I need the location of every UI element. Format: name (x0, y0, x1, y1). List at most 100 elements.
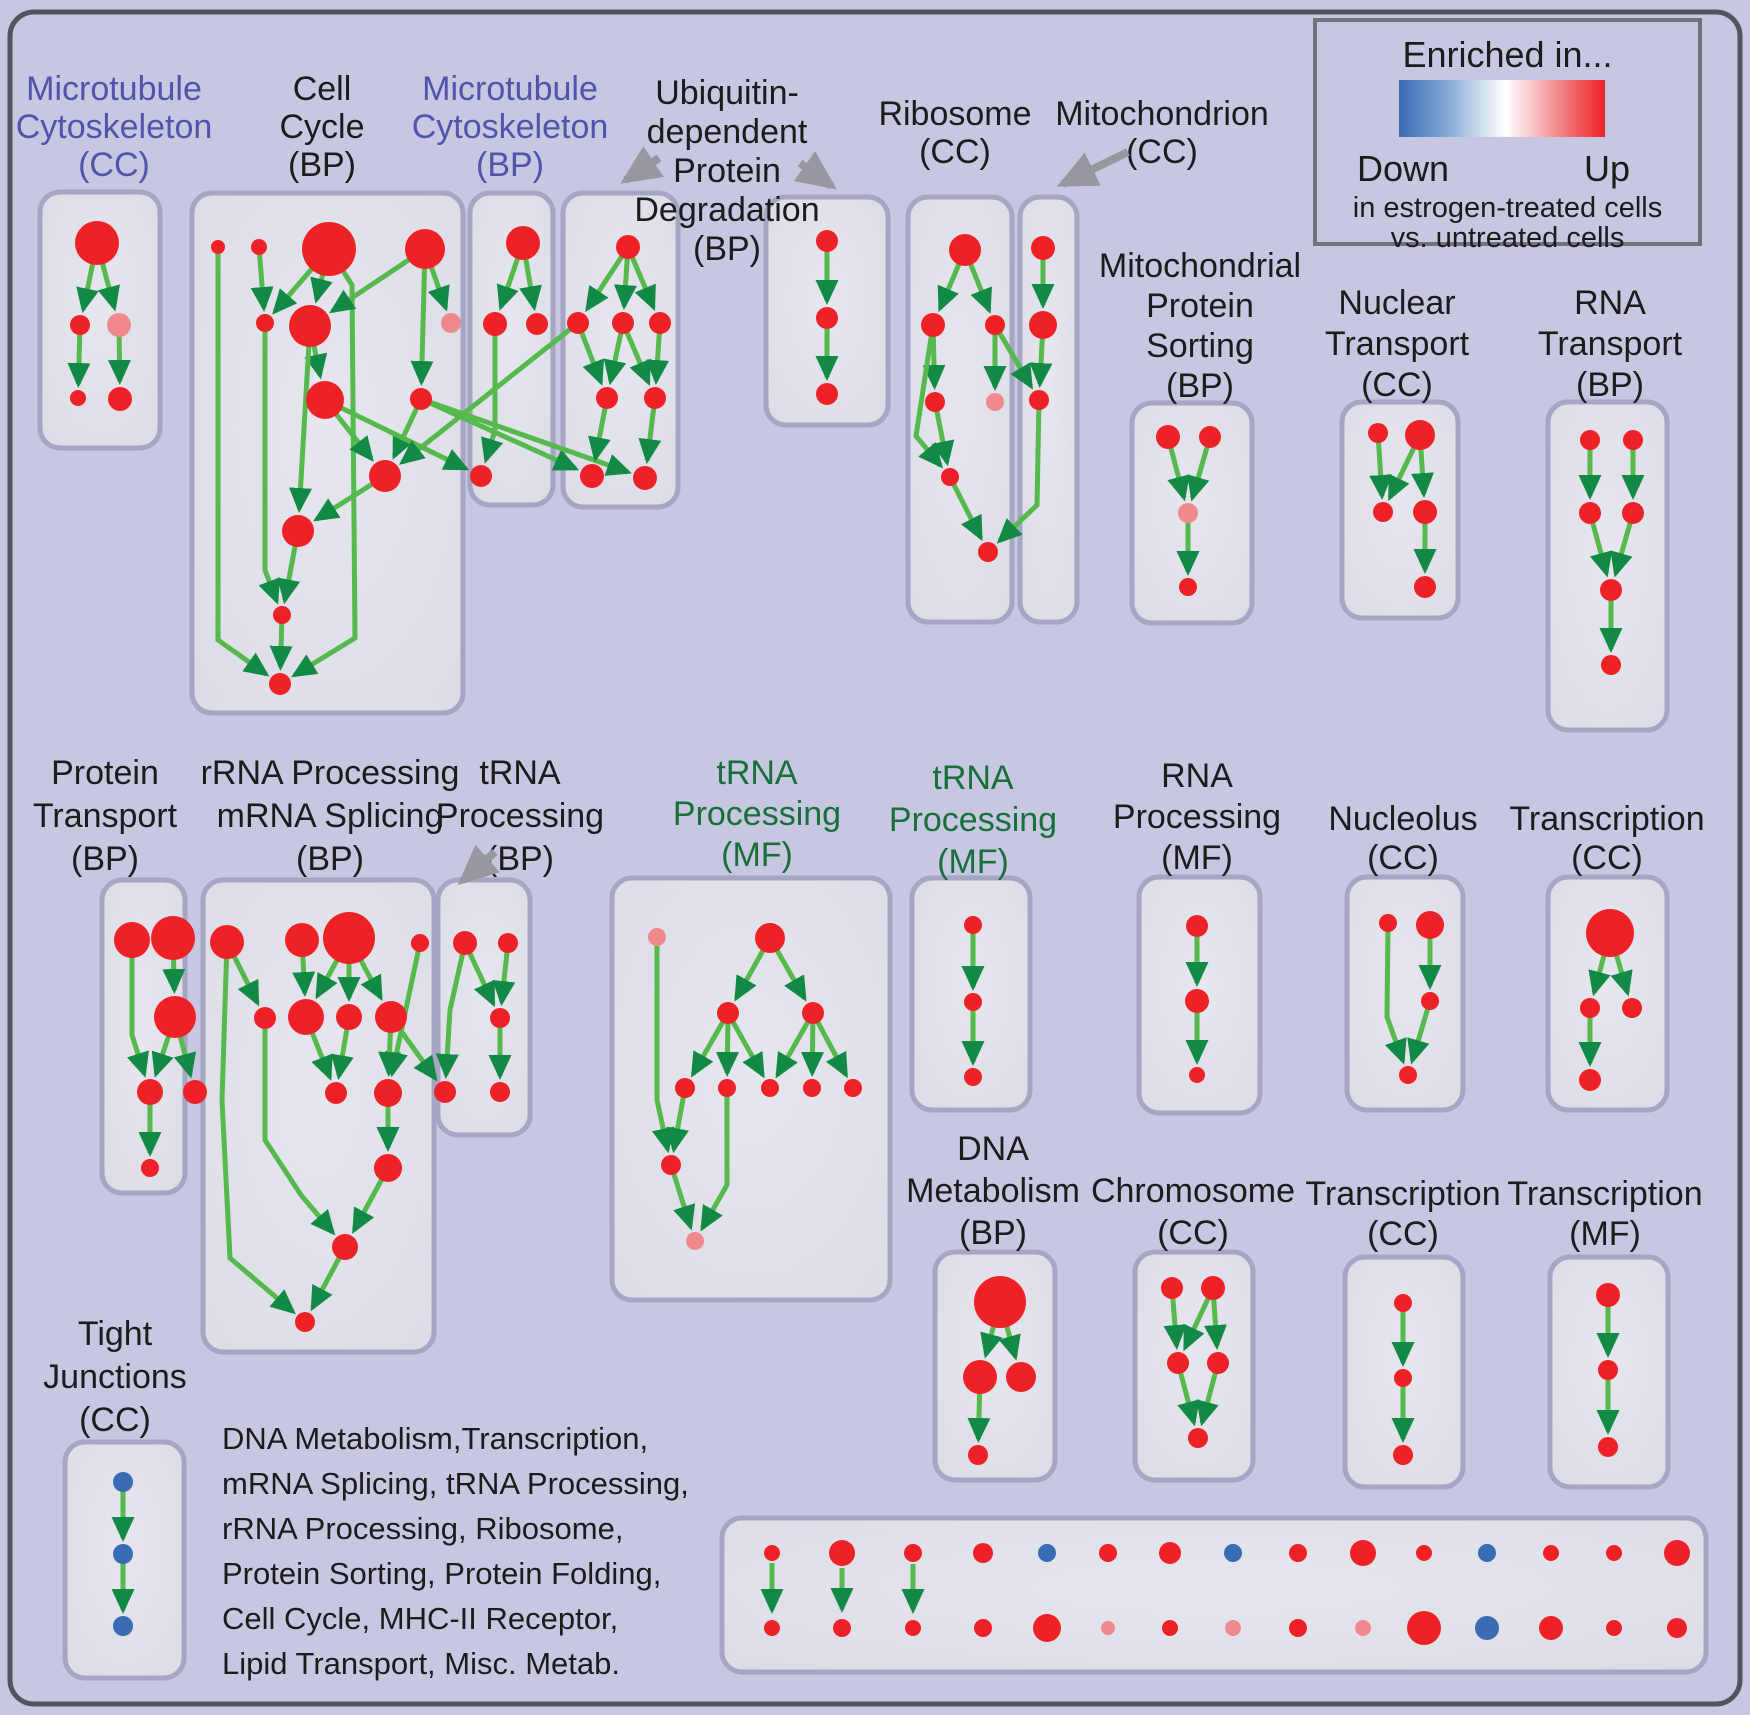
gene-set-node-trb5 (490, 1082, 510, 1102)
gene-set-node-rrk (374, 1154, 402, 1182)
edge-arrow-ub1ml-cc10 (399, 321, 580, 465)
gene-set-node-nu4 (1399, 1066, 1417, 1084)
gene-set-node-mcc2 (70, 315, 90, 335)
edge-arrow-cc1-cc13 (215, 247, 270, 677)
cluster-label-6-line-3: (BP) (1166, 367, 1234, 405)
gene-set-node-nu2 (1416, 911, 1444, 939)
gene-set-node-rt6 (1601, 655, 1621, 675)
gene-set-node-mbp4 (470, 465, 492, 487)
gene-set-node-ub21 (816, 230, 838, 252)
gene-set-node-cc3 (302, 222, 356, 276)
gene-set-node-nt3 (1373, 502, 1393, 522)
gene-set-node-cc6 (289, 305, 331, 347)
cluster-label-11-line-2: (BP) (486, 840, 554, 878)
gene-set-node-ub22 (816, 307, 838, 329)
edge-arrow-cc4-cc9 (410, 248, 434, 387)
edge-arrow-cc8-mbp4 (323, 397, 470, 471)
cluster-label-10-line-1: mRNA Splicing (217, 797, 444, 835)
edge-arrow-ub1t-ub1ml (585, 245, 631, 313)
cluster-label-17-line-0: DNA (957, 1130, 1029, 1168)
edge-arrow-rib6-rib7 (947, 475, 983, 542)
summary-node-top-8 (1289, 1544, 1307, 1562)
cluster-label-9-line-2: (BP) (71, 840, 139, 878)
cluster-label-14-line-1: Processing (1113, 798, 1281, 836)
summary-node-top-3 (973, 1543, 993, 1563)
cluster-label-12-line-0: tRNA (716, 754, 798, 792)
cluster-label-21-line-2: (CC) (79, 1401, 151, 1439)
gene-set-node-ubb2 (633, 466, 657, 490)
gene-set-node-cc2 (251, 239, 267, 255)
cluster-label-16-line-0: Transcription (1509, 800, 1704, 838)
gene-set-node-cc7 (441, 313, 461, 333)
cluster-label-2-line-1: Cytoskeleton (412, 108, 609, 146)
gene-set-node-tmr (717, 1002, 739, 1024)
cluster-label-3-line-2: Protein (673, 152, 781, 190)
label-pointer-arrow-icon-2 (1056, 148, 1130, 188)
gene-set-node-mbp1 (506, 226, 540, 260)
cluster-label-2-line-2: (BP) (476, 146, 544, 184)
gene-set-node-nu3 (1421, 992, 1439, 1010)
gene-set-node-cc1 (211, 240, 225, 254)
gene-set-node-rrh (375, 1001, 407, 1033)
gene-set-node-nu1 (1379, 914, 1397, 932)
legend-down-label: Down (1357, 148, 1450, 189)
summary-node-bottom-8 (1289, 1619, 1307, 1637)
gene-set-node-rt5 (1600, 579, 1622, 601)
edge-arrow-mbp2-mbp4 (481, 324, 504, 464)
gene-set-node-mbp2 (483, 312, 507, 336)
gene-set-node-tj3 (113, 1616, 133, 1636)
edge-arrow-nu1-nu4 (1384, 922, 1407, 1065)
gene-set-node-nt1 (1368, 423, 1388, 443)
cluster-label-16-line-1: (CC) (1571, 839, 1643, 877)
gene-set-node-t23 (1393, 1445, 1413, 1465)
cluster-label-1-line-0: Cell (293, 70, 352, 108)
edge-arrow-tms-tmw (775, 1011, 816, 1079)
gene-set-node-t21 (1394, 1294, 1412, 1312)
gene-set-node-mcc3 (107, 313, 131, 337)
cluster-label-14-line-2: (MF) (1161, 839, 1233, 877)
summary-note-line-5: Lipid Transport, Misc. Metab. (222, 1646, 620, 1681)
cluster-label-13-line-2: (MF) (937, 843, 1009, 881)
cluster-label-3-line-4: (BP) (693, 230, 761, 268)
summary-node-bottom-1 (833, 1619, 851, 1637)
legend-box: Enriched in... Down Up in estrogen-treat… (1313, 18, 1702, 254)
summary-node-bottom-10 (1407, 1611, 1441, 1645)
gene-set-node-tn1 (964, 916, 982, 934)
cluster-label-7-line-1: Transport (1325, 325, 1470, 363)
cluster-label-10-line-0: rRNA Processing (201, 754, 460, 792)
cluster-label-4-line-0: Ribosome (878, 95, 1031, 133)
edge-arrow-tmz-tmbot (668, 1164, 696, 1231)
gene-set-node-t32 (1598, 1360, 1618, 1380)
gene-set-node-nt4 (1413, 500, 1437, 524)
cluster-label-18-line-0: Chromosome (1091, 1172, 1295, 1210)
cluster-label-4-line-1: (CC) (919, 133, 991, 171)
gene-set-node-tc2 (1580, 998, 1600, 1018)
edge-arrow-tmr-tmw (725, 1011, 765, 1079)
cluster-label-0-line-0: Microtubule (26, 70, 202, 108)
gene-set-node-rt4 (1622, 502, 1644, 524)
cluster-label-15-line-1: (CC) (1367, 839, 1439, 877)
gene-set-node-tc1 (1586, 909, 1634, 957)
edge-arrow-tmp-tmz (651, 937, 675, 1154)
gene-set-node-pt4 (137, 1079, 163, 1105)
legend-title: Enriched in... (1402, 34, 1613, 75)
edge-arrow-nu3-nu4 (1407, 1000, 1433, 1065)
gene-set-node-rib4 (925, 392, 945, 412)
gene-set-node-dm2 (963, 1360, 997, 1394)
gene-set-node-ch4 (1207, 1352, 1229, 1374)
cluster-label-1-line-1: Cycle (279, 108, 364, 146)
gene-set-node-mbp3 (526, 313, 548, 335)
edge-arrow-tmr-tmu (690, 1011, 731, 1078)
label-pointer-arrow-icon-3 (457, 844, 500, 885)
gene-set-node-rrg (336, 1004, 362, 1030)
summary-node-bottom-0 (764, 1620, 780, 1636)
summary-node-top-0 (764, 1545, 780, 1561)
gene-set-node-ub1ll (596, 387, 618, 409)
summary-note-line-4: Cell Cycle, MHC-II Receptor, (222, 1601, 618, 1636)
edge-arrow-cc5-cc12 (258, 323, 281, 605)
summary-note-line-2: rRNA Processing, Ribosome, (222, 1511, 623, 1546)
edge-arrow-pt1-pt4 (126, 940, 149, 1078)
gene-set-node-trb3 (490, 1008, 510, 1028)
gene-set-node-rib6 (941, 468, 959, 486)
